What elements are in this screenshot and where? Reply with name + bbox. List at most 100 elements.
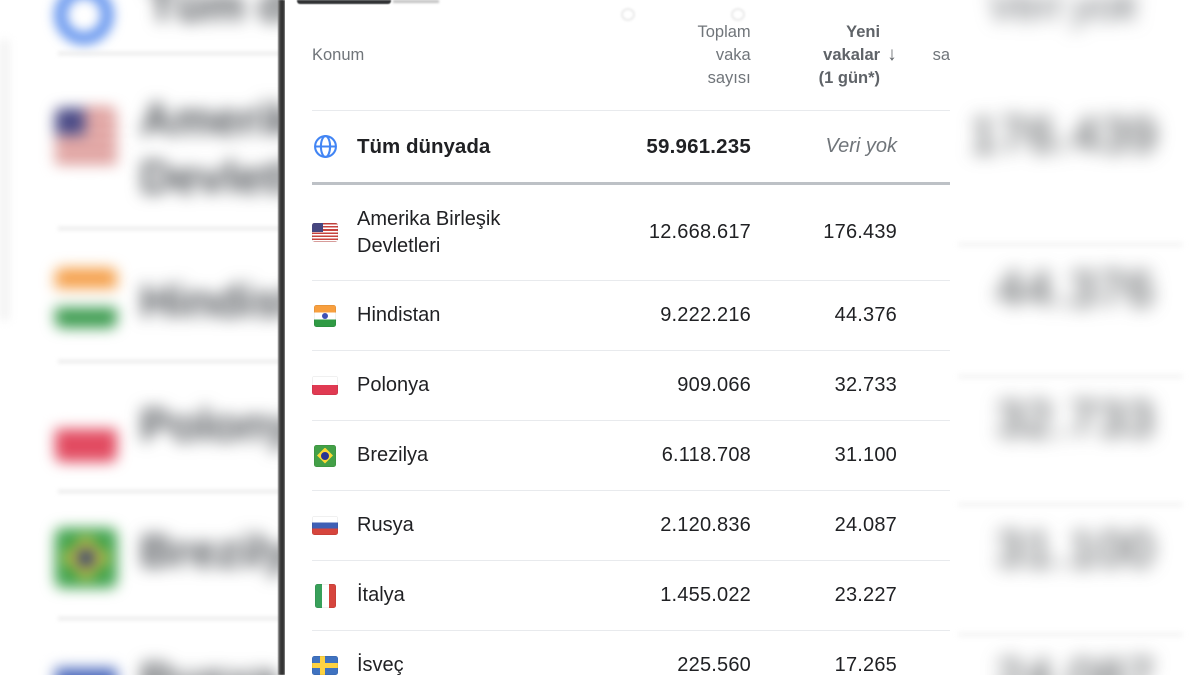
blurred-no-data-label: Veri yok	[988, 0, 1139, 29]
sort-descending-icon[interactable]: ↓	[887, 44, 897, 65]
row-icon-box	[312, 134, 338, 160]
new-cases-value: 31.100	[834, 444, 897, 466]
blurred-divider	[58, 52, 283, 55]
blurred-poland-label: Polonya	[140, 399, 283, 451]
country-name: Polonya	[357, 374, 430, 396]
country-flag-icon	[312, 223, 338, 242]
total-cases-value: 2.120.836	[660, 514, 751, 536]
location-cell: İtalya	[312, 582, 552, 609]
location-cell: Hindistan	[312, 302, 552, 329]
blurred-divider	[58, 227, 283, 230]
row-icon-box	[312, 653, 338, 675]
new-cases-value: 24.087	[834, 514, 897, 536]
country-flag-icon	[312, 656, 338, 675]
total-cases-value: 6.118.708	[661, 444, 751, 466]
cutoff-row-artifact	[297, 0, 391, 4]
background-blur-left: Tüm dünyada Amerika Birleşik Devletleri …	[0, 0, 283, 675]
cutoff-row-artifact	[731, 8, 745, 21]
location-cell: Amerika Birleşik Devletleri	[312, 206, 552, 260]
country-name: Rusya	[357, 514, 414, 536]
table-row[interactable]: Polonya 909.066 32.733	[312, 351, 950, 421]
blurred-divider	[58, 490, 283, 493]
blurred-new-cases-number: 176.439	[970, 107, 1158, 163]
row-icon-box	[312, 443, 338, 469]
table-row[interactable]: Brezilya 6.118.708 31.100	[312, 421, 950, 491]
blurred-divider	[958, 375, 1183, 378]
location-cell: Rusya	[312, 512, 552, 539]
table-row[interactable]: Rusya 2.120.836 24.087	[312, 491, 950, 561]
total-cases-value: 225.560	[677, 654, 751, 675]
total-cases-value: 1.455.022	[660, 584, 751, 606]
blurred-russia-label: Rusya	[140, 652, 278, 675]
covid-table-panel: Konum Toplam vaka sayısı Yeni vakalar (1…	[285, 0, 950, 675]
country-name: İsveç	[357, 654, 404, 675]
location-cell: Brezilya	[312, 442, 552, 469]
blurred-new-cases-number: 44.376	[996, 261, 1155, 317]
table-row[interactable]: İsveç 225.560 17.265	[312, 631, 950, 675]
new-cases-value: 17.265	[834, 654, 897, 675]
blurred-divider	[58, 617, 283, 620]
table-header: Konum Toplam vaka sayısı Yeni vakalar (1…	[312, 0, 950, 111]
blurred-india-flag-icon	[55, 268, 117, 328]
table-row[interactable]: İtalya 1.455.022 23.227	[312, 561, 950, 631]
country-name: Brezilya	[357, 444, 429, 466]
globe-icon	[313, 135, 337, 158]
country-flag-icon	[314, 444, 336, 467]
total-cases-value: 59.961.235	[646, 134, 751, 158]
row-icon-box	[312, 583, 338, 609]
blurred-divider	[958, 503, 1183, 506]
header-total-cases[interactable]: Toplam vaka sayısı	[697, 22, 751, 87]
blurred-us-label-line1: Amerika Birleşik	[140, 93, 283, 145]
blurred-globe-icon	[55, 0, 113, 44]
cutoff-row-artifact	[393, 0, 439, 3]
row-icon-box	[312, 220, 338, 246]
country-flag-icon	[312, 516, 338, 535]
total-cases-value: 12.668.617	[648, 221, 751, 243]
total-cases-value: 909.066	[677, 374, 751, 396]
country-flag-icon	[314, 583, 336, 608]
table-row[interactable]: Hindistan 9.222.216 44.376	[312, 281, 950, 351]
row-icon-box	[312, 513, 338, 539]
new-cases-value: 176.439	[823, 221, 897, 243]
new-cases-value: 23.227	[834, 584, 897, 606]
table-row[interactable]: Amerika Birleşik Devletleri 12.668.617 1…	[312, 185, 950, 281]
background-scroll-edge	[0, 40, 9, 320]
blurred-brazil-flag-icon	[55, 528, 117, 588]
blurred-new-cases-number: 24.087	[970, 648, 1155, 675]
header-new-cases[interactable]: Yeni vakalar (1 gün*) ↓	[818, 22, 897, 87]
blurred-brazil-label: Brezilya	[140, 525, 283, 577]
country-name: İtalya	[357, 584, 405, 606]
blurred-new-cases-number: 32.733	[996, 391, 1155, 447]
header-next-column-clipped: sa	[932, 45, 950, 64]
location-cell: İsveç	[312, 652, 552, 675]
header-location[interactable]: Konum	[312, 45, 365, 64]
blurred-poland-flag-icon	[55, 402, 117, 462]
country-flag-icon	[314, 304, 336, 327]
total-cases-value: 9.222.216	[660, 304, 751, 326]
table-body: Tüm dünyada 59.961.235 Veri yok Amerika …	[285, 111, 950, 675]
blurred-divider	[58, 360, 283, 363]
panel-edge-bar	[278, 0, 285, 675]
country-flag-icon	[312, 376, 338, 395]
background-blur-right: Veri yok 176.439 44.376 32.733 31.100 24…	[950, 0, 1200, 675]
blurred-india-label: Hindistan	[140, 275, 283, 327]
blurred-us-flag-icon	[55, 108, 117, 168]
location-cell: Polonya	[312, 372, 552, 399]
new-cases-value: Veri yok	[825, 135, 897, 157]
blurred-us-label-line2: Devletleri	[140, 151, 283, 203]
table-row[interactable]: Tüm dünyada 59.961.235 Veri yok	[312, 111, 950, 185]
blurred-russia-flag-icon	[55, 650, 117, 675]
country-name: Tüm dünyada	[357, 135, 491, 158]
blurred-divider	[958, 633, 1183, 636]
country-name: Amerika Birleşik Devletleri	[357, 207, 501, 257]
blurred-new-cases-number: 31.100	[996, 521, 1155, 577]
location-cell: Tüm dünyada	[312, 133, 552, 160]
new-cases-value: 32.733	[834, 374, 897, 396]
blurred-world-label: Tüm dünyada	[148, 0, 283, 31]
blurred-divider	[958, 243, 1183, 246]
cutoff-row-artifact	[621, 8, 635, 21]
row-icon-box	[312, 303, 338, 329]
new-cases-value: 44.376	[834, 304, 897, 326]
country-name: Hindistan	[357, 304, 441, 326]
